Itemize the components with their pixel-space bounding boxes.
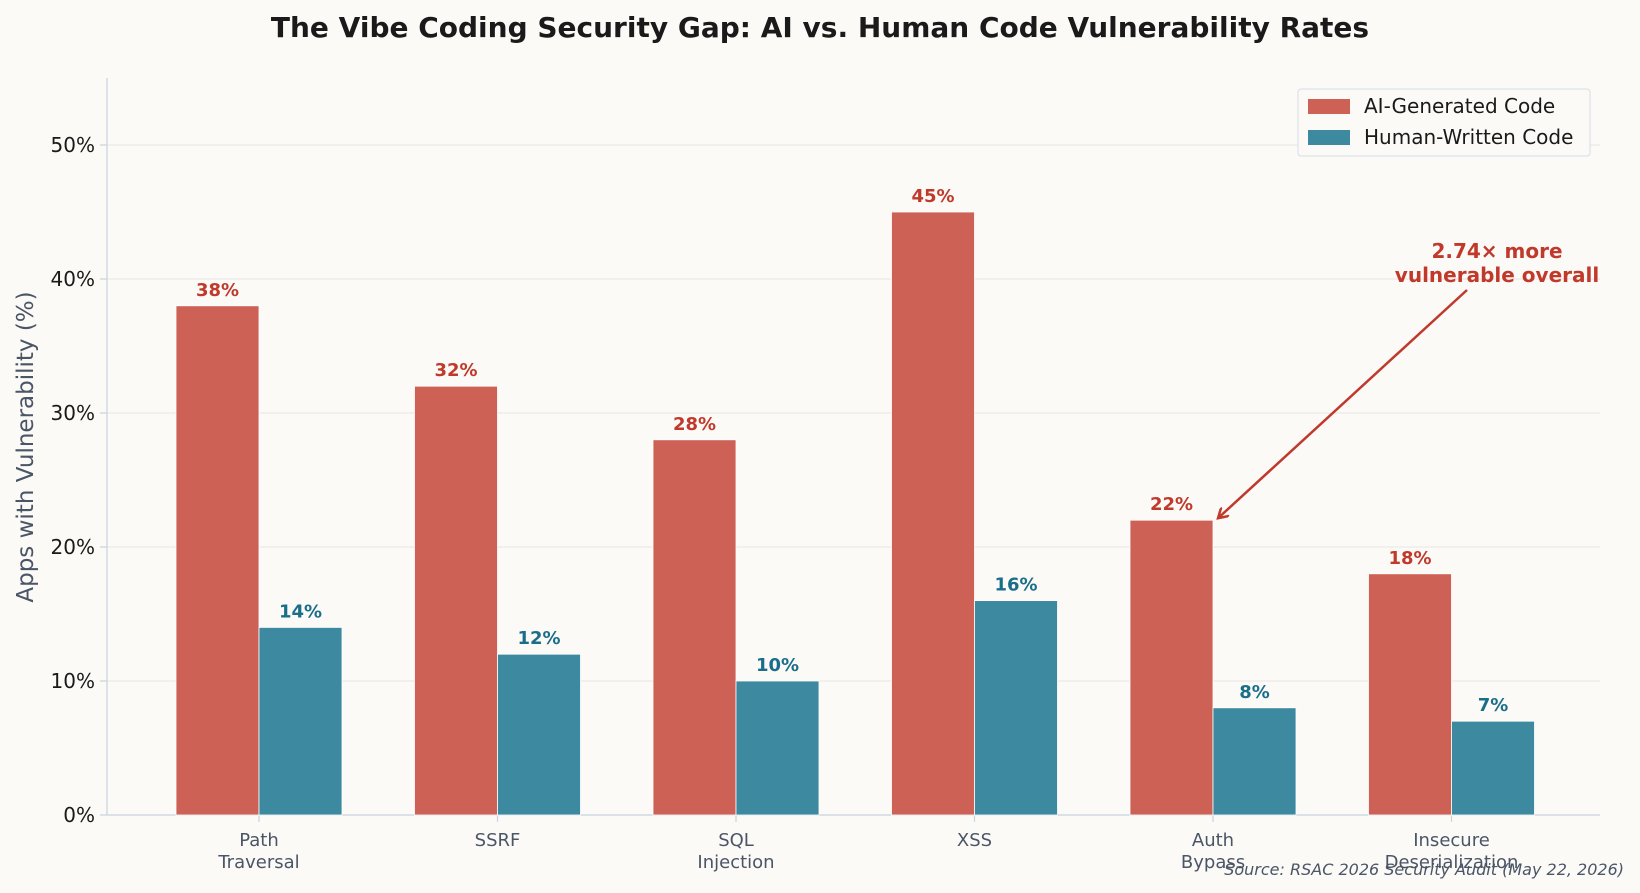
- source-note: Source: RSAC 2026 Security Audit (May 22…: [1224, 860, 1624, 879]
- bar-human-written: [735, 680, 820, 816]
- bar-human-written: [974, 600, 1058, 816]
- y-tick-label: 30%: [51, 401, 95, 425]
- data-labels: 38% 14% 32% 12% 28% 10% 45% 16% 22% 8% 18% 7%: [196, 186, 1508, 716]
- data-label: 12%: [517, 628, 560, 649]
- legend-box: [1297, 88, 1591, 157]
- y-tick-label: 10%: [51, 669, 95, 693]
- data-label: 16%: [994, 575, 1037, 596]
- x-tick-label: Injection: [697, 852, 774, 873]
- bar-human-written: [1212, 707, 1297, 816]
- x-tick-label: Auth: [1192, 830, 1234, 851]
- data-label: 45%: [911, 186, 954, 207]
- legend-label: Human-Written Code: [1364, 125, 1573, 149]
- data-label: 38%: [196, 280, 239, 301]
- bar-ai-generated: [891, 211, 975, 816]
- bar-ai-generated: [175, 305, 260, 816]
- data-label: 10%: [756, 655, 799, 676]
- legend: AI-Generated Code Human-Written Code: [1297, 88, 1591, 157]
- legend-swatch: [1308, 130, 1350, 145]
- data-label: 18%: [1388, 548, 1431, 569]
- legend-label: AI-Generated Code: [1364, 94, 1555, 118]
- x-tick-label: XSS: [957, 830, 992, 851]
- data-label: 22%: [1150, 494, 1193, 515]
- data-label: 7%: [1478, 695, 1509, 716]
- y-tick-label: 0%: [63, 803, 95, 827]
- x-tick-label: SSRF: [475, 830, 521, 851]
- bar-ai-generated: [1368, 573, 1452, 816]
- bar-human-written: [258, 627, 343, 816]
- chart-title: The Vibe Coding Security Gap: AI vs. Hum…: [271, 11, 1369, 44]
- y-tick-label: 50%: [51, 133, 95, 157]
- data-label: 14%: [279, 601, 322, 622]
- x-tick-label: Insecure: [1413, 830, 1490, 851]
- bar-ai-generated: [652, 439, 737, 816]
- grid-lines: [107, 144, 1600, 682]
- y-axis-label: Apps with Vulnerability (%): [13, 291, 39, 602]
- y-tick-label: 40%: [51, 267, 95, 291]
- bar-human-written: [497, 653, 581, 816]
- legend-swatch: [1308, 99, 1350, 114]
- y-tick-label: 20%: [51, 535, 95, 559]
- bar-ai-generated: [1129, 519, 1214, 816]
- x-tick-label: SQL: [718, 830, 754, 851]
- bar-human-written: [1451, 720, 1535, 816]
- annotation-arrow: [1218, 289, 1468, 518]
- x-tick-label: Traversal: [217, 852, 299, 873]
- data-label: 28%: [673, 414, 716, 435]
- x-tick-label: Deserialization: [1385, 852, 1519, 873]
- annotation-text: 2.74× more: [1431, 239, 1562, 263]
- x-tick-label: Bypass: [1181, 852, 1245, 873]
- data-label: 32%: [434, 360, 477, 381]
- bars: [175, 211, 1535, 816]
- data-label: 8%: [1239, 682, 1270, 703]
- bar-ai-generated: [414, 385, 498, 816]
- annotation-text: vulnerable overall: [1395, 263, 1599, 287]
- x-tick-label: Path: [239, 830, 279, 851]
